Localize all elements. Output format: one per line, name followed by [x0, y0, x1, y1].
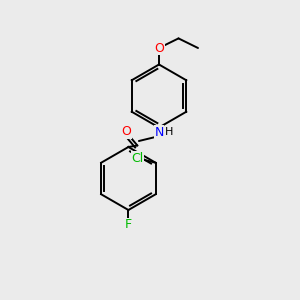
Text: H: H [164, 127, 173, 137]
Text: O: O [154, 41, 164, 55]
Text: N: N [154, 125, 164, 139]
Text: O: O [121, 125, 131, 139]
Text: F: F [125, 218, 132, 232]
Text: Cl: Cl [132, 152, 144, 165]
